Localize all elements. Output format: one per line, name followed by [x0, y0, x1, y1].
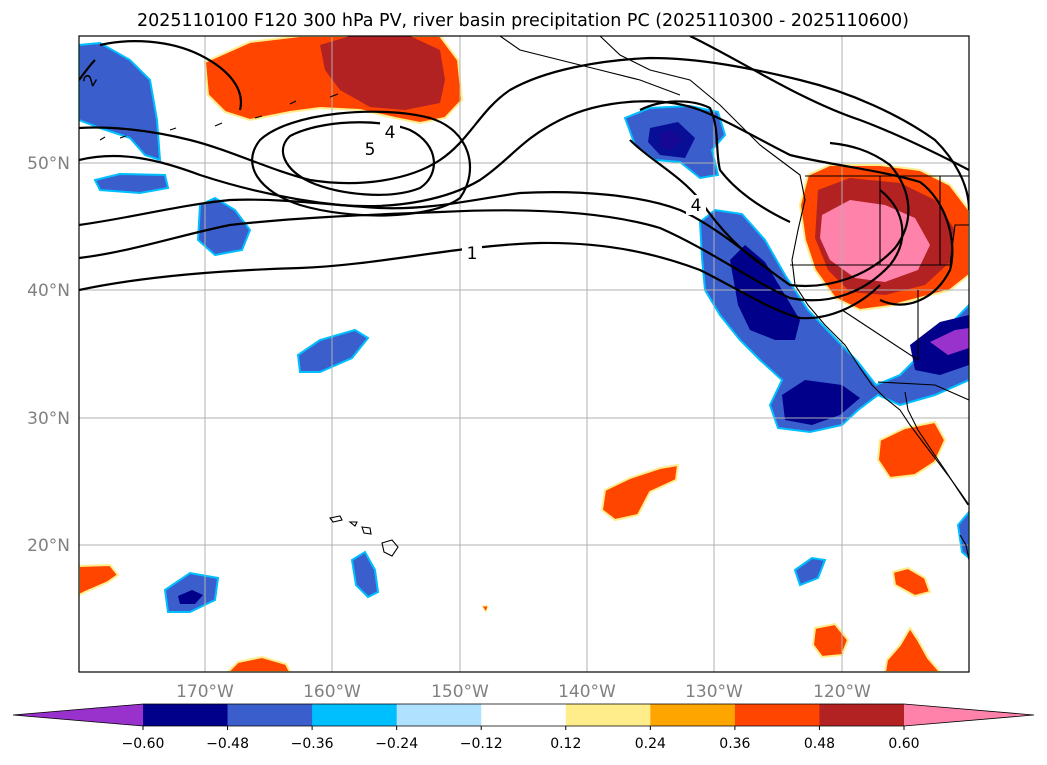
contour-label-4-a: 4 [385, 123, 396, 143]
shade-sub-positive-2 [876, 420, 947, 480]
pv-contour-1 [79, 241, 881, 320]
shade-coast-negative [698, 208, 969, 434]
lon-labels: 170°W 160°W 150°W 140°W 130°W 120°W [176, 682, 871, 702]
colorbar-segment [481, 704, 567, 726]
shade-small-negative-4-core [178, 590, 203, 604]
shade-small-negative-6 [793, 556, 827, 587]
shade-sub-positive-5 [883, 626, 942, 672]
pv-contour-3 [79, 141, 910, 287]
colorbar-tick-label: −0.24 [375, 736, 418, 752]
pv-contour-10 [639, 100, 791, 223]
lon-label-140w: 140°W [558, 682, 616, 702]
shade-sub-positive-1 [600, 463, 680, 522]
colorbar-extend-min [13, 704, 143, 726]
coastline-baja [904, 391, 969, 506]
shade-pnw-positive-core [820, 200, 930, 282]
colorbar-segment [565, 704, 651, 726]
pv-contour-2 [79, 189, 904, 302]
pv-contour-9 [79, 59, 96, 81]
border-us-mexico [877, 381, 969, 401]
colorbar: −0.60 −0.48 −0.36 −0.24 −0.12 0.12 0.24 0.36 0.4… [12, 703, 1035, 752]
colorbar-segment [227, 704, 313, 726]
colorbar-tick-label: 0.48 [804, 736, 835, 752]
shade-north-positive-inner [320, 36, 445, 110]
shade-sub-positive-3 [891, 566, 932, 598]
shade-small-negative-3 [296, 328, 370, 373]
coastline-mexico [959, 534, 969, 561]
contour-label-4-b: 4 [691, 196, 702, 216]
shade-coast-negative-core [730, 245, 800, 340]
lat-label-30: 30°N [27, 409, 70, 429]
colorbar-segment [312, 704, 398, 726]
lon-label-170w: 170°W [176, 682, 234, 702]
pv-contour-7 [251, 110, 472, 217]
lon-label-130w: 130°W [685, 682, 743, 702]
lon-label-120w: 120°W [813, 682, 871, 702]
colorbar-segment [650, 704, 736, 726]
contour-label-1: 1 [467, 244, 478, 264]
shade-sub-positive-6 [79, 563, 120, 597]
colorbar-tick-label: 0.60 [888, 736, 919, 752]
coastline-north-america [599, 36, 969, 506]
shade-sub-positive-7 [226, 655, 292, 672]
aleutian-islands [99, 93, 339, 141]
colorbar-segment [143, 704, 229, 726]
chart-title: 2025110100 F120 300 hPa PV, river basin … [137, 11, 909, 31]
lat-labels: 20°N 30°N 40°N 50°N [27, 154, 70, 556]
colorbar-tick-label: −0.36 [291, 736, 334, 752]
gridlines [79, 36, 969, 672]
shade-sub-positive-8 [481, 605, 489, 614]
colorbar-segment [396, 704, 482, 726]
colorbar-tick-label: −0.12 [460, 736, 503, 752]
contour-label-5: 5 [365, 140, 376, 160]
hawaii-island-4 [348, 521, 358, 527]
pv-contour-12 [689, 36, 969, 171]
pv-contour-6 [281, 121, 435, 196]
hawaii-island-3 [329, 515, 343, 523]
shade-small-negative-1 [93, 172, 170, 195]
border-state-2 [841, 290, 919, 362]
colorbar-tick-label: 0.12 [550, 736, 581, 752]
colorbar-tick-label: 0.24 [635, 736, 666, 752]
colorbar-tick-label: −0.60 [122, 736, 165, 752]
hawaii-island-2 [361, 526, 372, 535]
pv-contours [79, 36, 969, 320]
colorbar-tick-label: 0.36 [719, 736, 750, 752]
colorbar-segment [734, 704, 820, 726]
pv-contour-5 [79, 56, 969, 211]
lat-label-40: 40°N [27, 281, 70, 301]
lat-label-20: 20°N [27, 536, 70, 556]
map-panel: 1 4 5 4 2 [79, 36, 969, 672]
shade-gulf-negative-mid [648, 122, 695, 158]
map-frame [78, 35, 970, 673]
colorbar-segment [819, 704, 905, 726]
colorbar-tick-label: −0.48 [206, 736, 249, 752]
lon-label-150w: 150°W [431, 682, 489, 702]
hawaii-island-1 [381, 539, 399, 557]
lat-label-50: 50°N [27, 154, 70, 174]
shade-sw-negative-purple [930, 328, 969, 355]
pv-contour-8 [99, 40, 243, 111]
lon-label-160w: 160°W [303, 682, 361, 702]
pv-contour-4 [79, 100, 954, 306]
shade-small-negative-5 [350, 550, 380, 599]
colorbar-extend-max [904, 704, 1034, 726]
shade-coast-negative-core-2 [782, 380, 860, 425]
